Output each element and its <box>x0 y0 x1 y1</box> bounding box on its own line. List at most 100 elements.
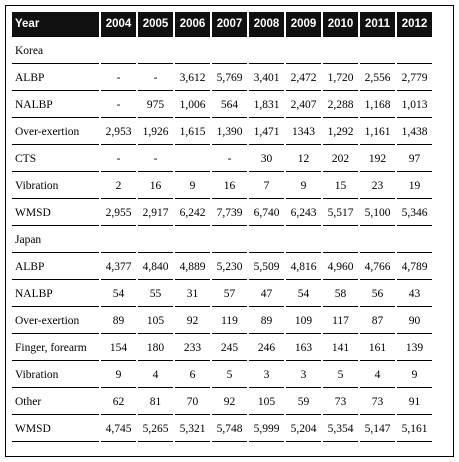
table-cell: 5,354 <box>323 417 358 442</box>
table-cell: 97 <box>397 147 432 172</box>
table-cell: - <box>212 147 247 172</box>
column-header-2010: 2010 <box>323 12 358 37</box>
table-cell: 202 <box>323 147 358 172</box>
table-cell: 2,955 <box>101 201 136 226</box>
table-cell: 1,168 <box>360 93 395 118</box>
table-cell: 4,960 <box>323 255 358 280</box>
table-cell: 1,161 <box>360 120 395 145</box>
table-cell <box>101 39 136 64</box>
table-cell: 16 <box>212 174 247 199</box>
section-label: Korea <box>12 39 99 64</box>
table-cell: 43 <box>397 282 432 307</box>
row-label: ALBP <box>12 255 99 280</box>
table-cell: 1,926 <box>138 120 173 145</box>
table-cell: 92 <box>175 309 210 334</box>
table-cell: 2,953 <box>101 120 136 145</box>
table-cell: 89 <box>249 309 284 334</box>
table-cell: 54 <box>101 282 136 307</box>
table-cell: 5,147 <box>360 417 395 442</box>
column-header-2009: 2009 <box>286 12 321 37</box>
table-cell: 59 <box>286 390 321 415</box>
table-cell: 2,288 <box>323 93 358 118</box>
table-cell: 5,161 <box>397 417 432 442</box>
table-cell <box>360 39 395 64</box>
row-label: Over-exertion <box>12 309 99 334</box>
table-cell: 54 <box>286 282 321 307</box>
table-cell <box>101 228 136 253</box>
table-cell: 2,917 <box>138 201 173 226</box>
table-cell: 161 <box>360 336 395 361</box>
table-cell: 1,292 <box>323 120 358 145</box>
table-cell: 564 <box>212 93 247 118</box>
table-cell: 1,006 <box>175 93 210 118</box>
table-cell: 245 <box>212 336 247 361</box>
table-cell: 1343 <box>286 120 321 145</box>
table-cell: 23 <box>360 174 395 199</box>
table-cell: 1,471 <box>249 120 284 145</box>
table-cell: 9 <box>175 174 210 199</box>
column-header-year: Year <box>12 12 99 37</box>
table-cell: 31 <box>175 282 210 307</box>
table-cell: - <box>138 66 173 91</box>
table-cell: 192 <box>360 147 395 172</box>
table-cell: 30 <box>249 147 284 172</box>
table-cell: 1,720 <box>323 66 358 91</box>
table-cell: 55 <box>138 282 173 307</box>
table-cell: 1,438 <box>397 120 432 145</box>
table-body: Korea ALBP - -3,612 5,769 3,401 2,472 1,720 2,55… <box>12 39 432 442</box>
table-cell <box>175 228 210 253</box>
table-cell <box>175 147 210 172</box>
table-cell: 233 <box>175 336 210 361</box>
data-table: Year 2004 2005 2006 2007 2008 2009 2010 2011 2012… <box>10 10 434 444</box>
table-cell: 5 <box>323 363 358 388</box>
table-cell <box>138 228 173 253</box>
table-row: Vibration 2 16 9 16 7 9 15 23 19 <box>12 174 432 199</box>
table-cell: 154 <box>101 336 136 361</box>
table-cell: 3,401 <box>249 66 284 91</box>
table-cell: 57 <box>212 282 247 307</box>
table-cell <box>212 228 247 253</box>
table-cell: 5,748 <box>212 417 247 442</box>
table-cell: 4 <box>360 363 395 388</box>
table-cell: 47 <box>249 282 284 307</box>
table-row: NALBP -975 1,006 564 1,831 2,407 2,288 1,168 1,0… <box>12 93 432 118</box>
table-frame: Year 2004 2005 2006 2007 2008 2009 2010 2011 2012… <box>5 5 454 457</box>
table-cell: 5,769 <box>212 66 247 91</box>
table-cell: 4,377 <box>101 255 136 280</box>
column-header-2005: 2005 <box>138 12 173 37</box>
table-cell <box>212 39 247 64</box>
table-cell: 16 <box>138 174 173 199</box>
table-cell: 4,745 <box>101 417 136 442</box>
table-cell: 3 <box>286 363 321 388</box>
table-row: Over-exertion 2,953 1,926 1,615 1,390 1,471 13… <box>12 120 432 145</box>
table-cell: 15 <box>323 174 358 199</box>
table-cell <box>360 228 395 253</box>
table-cell: 7 <box>249 174 284 199</box>
table-row: Other 62 81 70 92 105 59 73 73 91 <box>12 390 432 415</box>
table-cell: 19 <box>397 174 432 199</box>
table-cell: 9 <box>101 363 136 388</box>
table-cell: 246 <box>249 336 284 361</box>
table-cell: 5,100 <box>360 201 395 226</box>
table-cell: 5 <box>212 363 247 388</box>
row-label: WMSD <box>12 417 99 442</box>
table-cell: 2,472 <box>286 66 321 91</box>
table-cell: 2,407 <box>286 93 321 118</box>
table-cell: 975 <box>138 93 173 118</box>
table-cell: 89 <box>101 309 136 334</box>
table-cell: 12 <box>286 147 321 172</box>
table-cell: 87 <box>360 309 395 334</box>
table-row: WMSD 2,955 2,917 6,242 7,739 6,740 6,243 5,517 5… <box>12 201 432 226</box>
table-cell: 5,517 <box>323 201 358 226</box>
table-cell: 9 <box>286 174 321 199</box>
table-cell: 7,739 <box>212 201 247 226</box>
table-cell: 5,265 <box>138 417 173 442</box>
row-label: CTS <box>12 147 99 172</box>
table-cell: 109 <box>286 309 321 334</box>
table-cell: 5,999 <box>249 417 284 442</box>
row-label: Vibration <box>12 174 99 199</box>
table-row: CTS - - -30 12 202 192 97 <box>12 147 432 172</box>
table-cell: 6,243 <box>286 201 321 226</box>
table-cell <box>286 39 321 64</box>
table-cell: 180 <box>138 336 173 361</box>
